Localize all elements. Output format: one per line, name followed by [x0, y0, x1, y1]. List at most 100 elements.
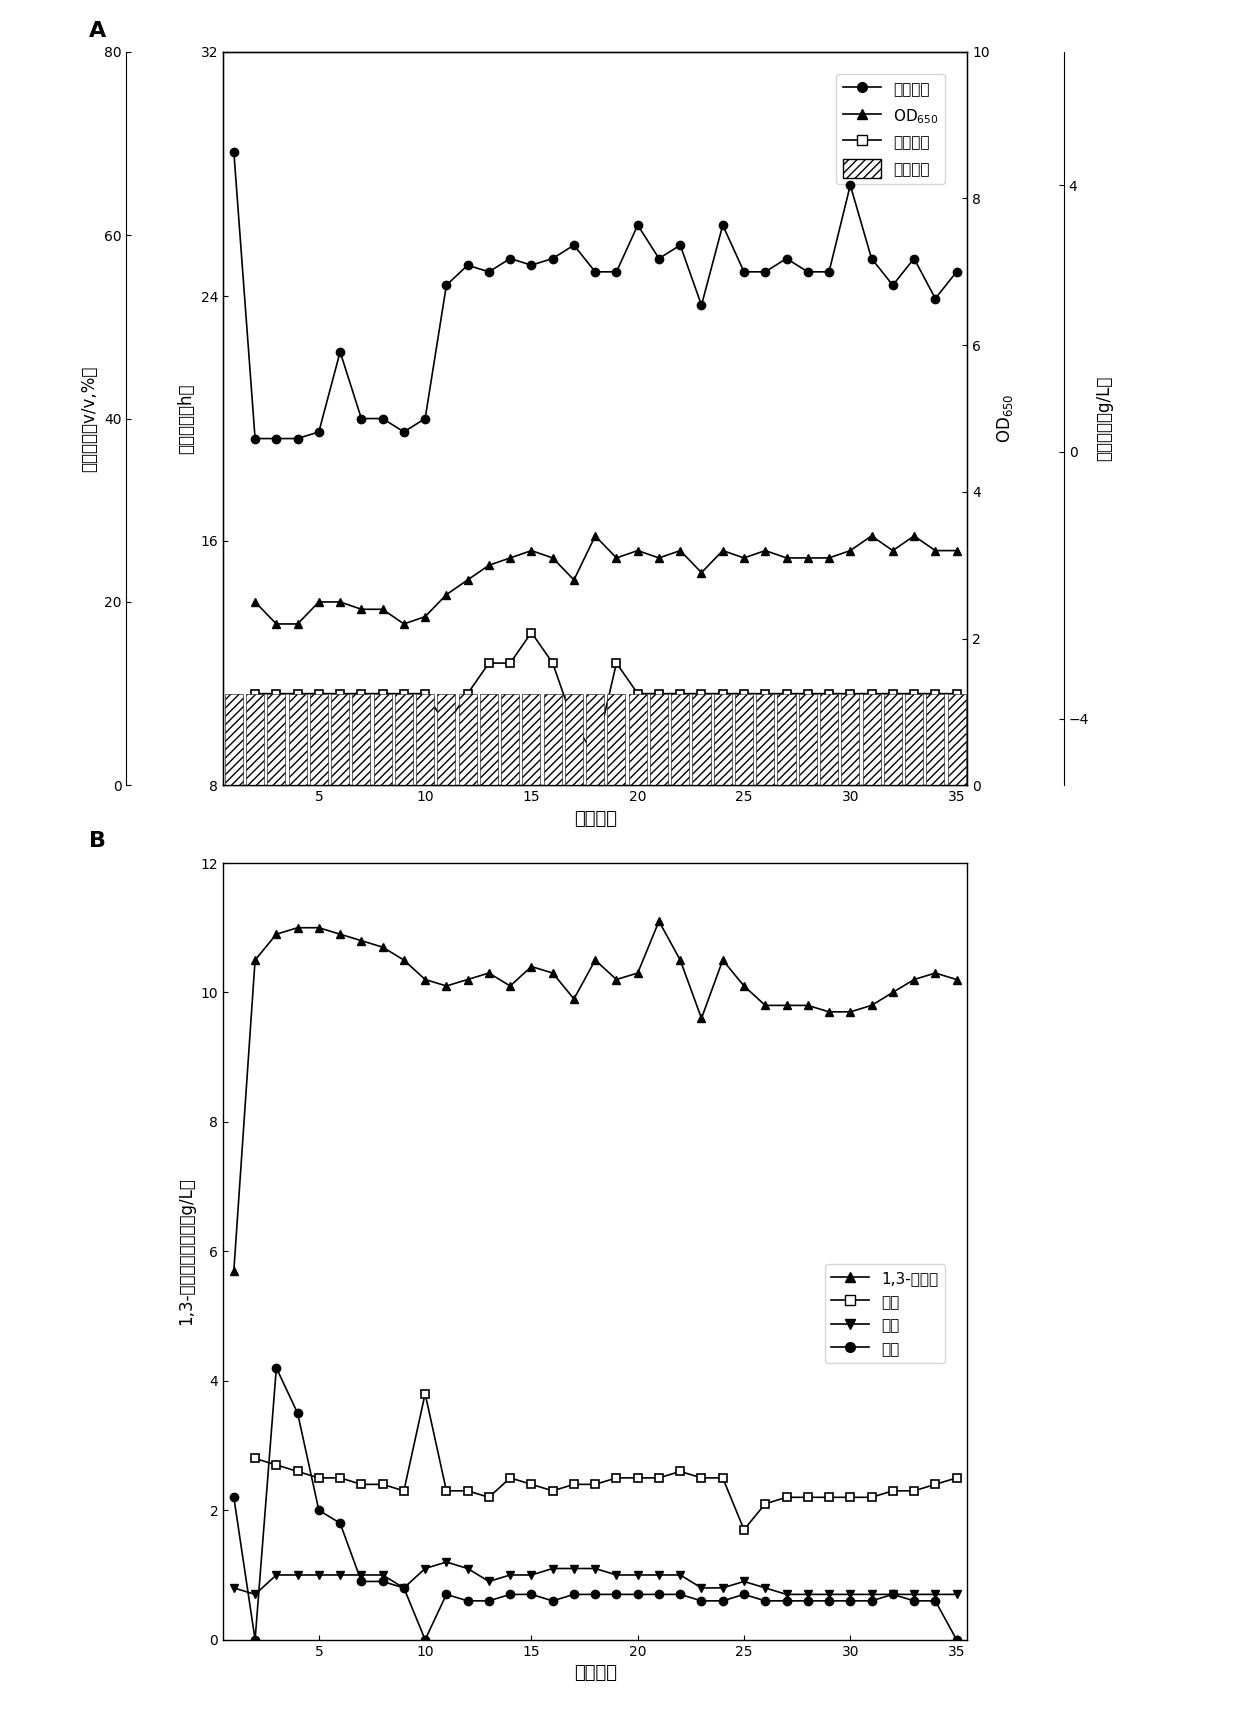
丁酸 — [481, 1488, 496, 1509]
乙酸 — [269, 1564, 284, 1584]
乙酸 — [737, 1571, 751, 1591]
乳酸 — [502, 1584, 517, 1605]
丁酸 — [779, 1488, 794, 1509]
Bar — [671, 694, 689, 785]
乙酸 — [353, 1564, 368, 1584]
丁酸 — [843, 1488, 858, 1509]
乳酸 — [737, 1584, 751, 1605]
丁酸 — [758, 1493, 773, 1514]
丁酸 — [673, 1460, 688, 1481]
1,3-丙二醇 — [630, 963, 645, 984]
乙酸 — [546, 1559, 560, 1579]
1,3-丙二醇 — [460, 970, 475, 991]
乙酸 — [694, 1578, 709, 1598]
乳酸 — [864, 1591, 879, 1612]
Bar — [735, 694, 753, 785]
Bar — [714, 694, 732, 785]
1,3-丙二醇 — [843, 1001, 858, 1022]
乙酸 — [481, 1571, 496, 1591]
乳酸 — [843, 1591, 858, 1612]
乳酸 — [588, 1584, 603, 1605]
乳酸 — [376, 1571, 391, 1591]
1,3-丙二醇 — [481, 963, 496, 984]
1,3-丙二醇 — [353, 930, 368, 951]
乙酸 — [906, 1584, 921, 1605]
乳酸 — [460, 1591, 475, 1612]
Bar — [352, 694, 371, 785]
乳酸 — [779, 1591, 794, 1612]
乙酸 — [779, 1584, 794, 1605]
丁酸 — [290, 1460, 305, 1481]
丁酸 — [588, 1474, 603, 1495]
丁酸 — [651, 1467, 666, 1488]
Bar — [926, 694, 945, 785]
乳酸 — [822, 1591, 837, 1612]
乳酸 — [397, 1578, 412, 1598]
Bar — [417, 694, 434, 785]
1,3-丙二醇 — [906, 970, 921, 991]
1,3-丙二醇 — [864, 994, 879, 1015]
乳酸 — [248, 1629, 263, 1650]
乳酸 — [525, 1584, 539, 1605]
Bar — [459, 694, 476, 785]
乳酸 — [311, 1500, 326, 1521]
丁酸 — [694, 1467, 709, 1488]
乙酸 — [864, 1584, 879, 1605]
乳酸 — [353, 1571, 368, 1591]
乙酸 — [525, 1564, 539, 1584]
1,3-丙二醇 — [928, 963, 942, 984]
乳酸 — [227, 1488, 242, 1509]
乳酸 — [694, 1591, 709, 1612]
乳酸 — [630, 1584, 645, 1605]
丁酸 — [248, 1448, 263, 1469]
乙酸 — [822, 1584, 837, 1605]
乙酸 — [311, 1564, 326, 1584]
Bar — [268, 694, 285, 785]
丁酸 — [822, 1488, 837, 1509]
Bar — [224, 694, 243, 785]
1,3-丙二醇 — [502, 975, 517, 996]
Bar — [884, 694, 901, 785]
丁酸 — [397, 1481, 412, 1502]
1,3-丙二醇 — [673, 949, 688, 970]
乙酸 — [376, 1564, 391, 1584]
Y-axis label: 接种体积（v/v,%）: 接种体积（v/v,%） — [81, 366, 98, 471]
乙酸 — [567, 1559, 582, 1579]
1,3-丙二醇 — [290, 918, 305, 939]
丁酸 — [737, 1519, 751, 1540]
丁酸 — [460, 1481, 475, 1502]
丁酸 — [311, 1467, 326, 1488]
乳酸 — [439, 1584, 454, 1605]
1,3-丙二醇 — [822, 1001, 837, 1022]
Text: B: B — [89, 832, 107, 851]
丁酸 — [376, 1474, 391, 1495]
Y-axis label: OD$_{650}$: OD$_{650}$ — [996, 394, 1016, 444]
Bar — [777, 694, 796, 785]
1,3-丙二醇 — [525, 956, 539, 977]
Bar — [310, 694, 327, 785]
Bar — [331, 694, 350, 785]
丁酸 — [418, 1384, 433, 1405]
Bar — [501, 694, 520, 785]
乙酸 — [248, 1584, 263, 1605]
丁酸 — [525, 1474, 539, 1495]
乙酸 — [609, 1564, 624, 1584]
1,3-丙二醇 — [248, 949, 263, 970]
1,3-丙二醇 — [567, 989, 582, 1010]
乳酸 — [906, 1591, 921, 1612]
乙酸 — [397, 1578, 412, 1598]
丁酸 — [906, 1481, 921, 1502]
Bar — [650, 694, 668, 785]
丁酸 — [715, 1467, 730, 1488]
Bar — [587, 694, 604, 785]
丁酸 — [567, 1474, 582, 1495]
Bar — [438, 694, 455, 785]
丁酸 — [353, 1474, 368, 1495]
乳酸 — [715, 1591, 730, 1612]
乙酸 — [949, 1584, 963, 1605]
乙酸 — [588, 1559, 603, 1579]
乳酸 — [481, 1591, 496, 1612]
乳酸 — [800, 1591, 815, 1612]
乙酸 — [439, 1552, 454, 1572]
丁酸 — [800, 1488, 815, 1509]
